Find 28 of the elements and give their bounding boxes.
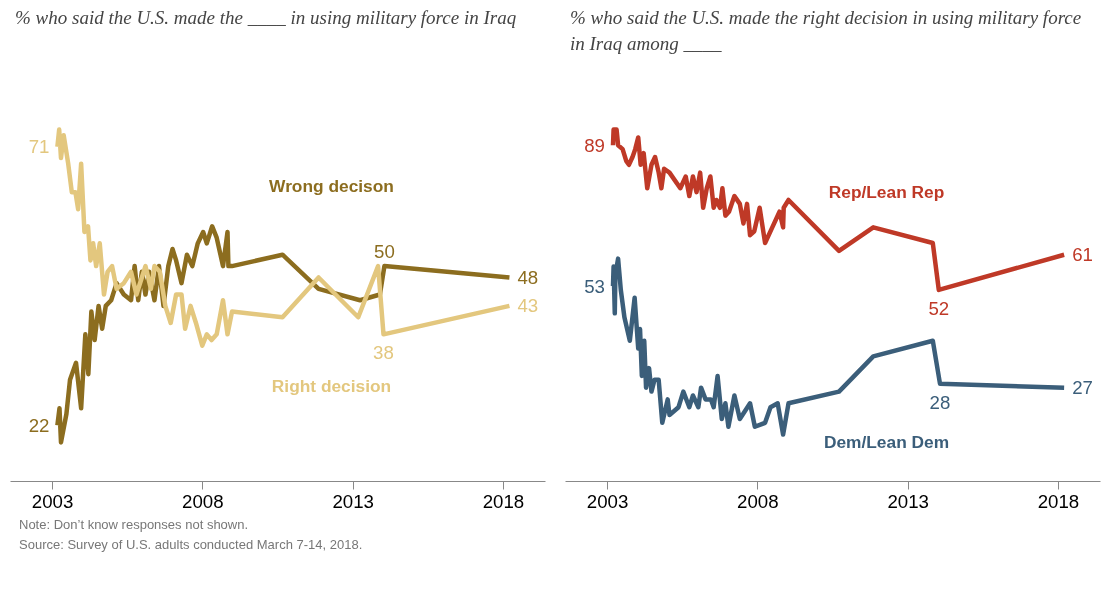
source-note: Source: Survey of U.S. adults conducted March 7-14, 2018. [19,536,363,552]
chart-title: % who said the U.S. made the ____ in using military force in Iraq [15,6,517,30]
data-label: 52 [928,297,950,319]
text: Wrong decison [269,176,394,197]
data-label: 53 [584,275,605,297]
data-label: 71 [28,136,50,158]
x-tick-label: 2003 [31,490,74,512]
data-label: 28 [929,391,951,413]
text: Note: Don’t know responses not shown. [19,517,249,532]
x-tick-label: 2008 [182,490,224,512]
x-tick-label: 2013 [332,490,374,512]
text: Right decision [271,375,392,396]
series-label: Rep/Lean Rep [828,182,945,203]
x-tick-label: 2018 [1037,490,1080,512]
data-label: 43 [517,295,539,317]
data-label: 48 [517,266,539,288]
data-label: 38 [373,342,394,364]
data-label: 61 [1072,244,1093,266]
text: Dem/Lean Dem [823,432,950,453]
data-label: 50 [374,241,395,263]
data-label: 89 [584,134,605,156]
x-tick-label: 2008 [737,490,779,512]
chart-title: % who said the U.S. made the right decision in using military force in Iraq among ____ [570,6,1083,56]
x-tick-label: 2018 [482,490,525,512]
x-tick-label: 2003 [586,490,629,512]
x-tick-label: 2013 [887,490,929,512]
data-label: 22 [28,414,50,436]
data-label: 27 [1072,377,1093,399]
